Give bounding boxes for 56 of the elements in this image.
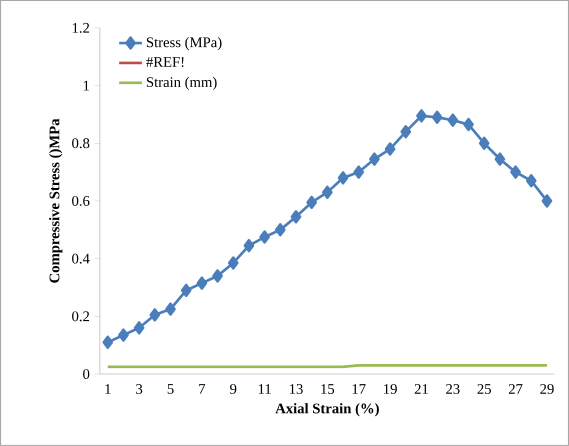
x-tick-label: 15 [321, 384, 334, 394]
point [526, 174, 537, 188]
x-tick-label: 1 [105, 384, 111, 394]
point [369, 152, 380, 166]
point [353, 165, 364, 179]
legend-label: Strain (mm) [146, 76, 217, 90]
point [196, 276, 208, 290]
x-tick-label: 21 [414, 384, 428, 394]
point [338, 171, 348, 185]
point [165, 302, 176, 316]
x-tick-label: 5 [168, 384, 174, 394]
point [212, 269, 223, 283]
point [384, 142, 396, 156]
point [306, 196, 317, 210]
point [416, 109, 427, 123]
point [149, 308, 160, 322]
point [510, 165, 521, 179]
y-tick-label: 1.2 [72, 22, 90, 33]
point [400, 125, 412, 138]
y-axis-title: Compressive Stress ()MPa [49, 118, 62, 283]
point [244, 239, 254, 252]
point [180, 284, 192, 298]
x-tick-label: 27 [508, 384, 522, 394]
y-tick-label: 0.2 [72, 311, 90, 322]
x-tick-label: 25 [478, 384, 491, 394]
point [494, 152, 506, 166]
y-tick-label: 0.4 [72, 254, 90, 264]
point [432, 110, 442, 124]
point [322, 186, 333, 199]
y-tick-label: 1 [84, 80, 89, 90]
x-tick-label: 29 [540, 384, 554, 394]
x-tick-label: 19 [384, 384, 397, 394]
x-tick-label: 17 [352, 384, 366, 394]
point [290, 210, 302, 224]
x-tick-label: 11 [258, 384, 271, 394]
point [463, 118, 474, 132]
point [228, 256, 239, 270]
x-axis-title: Axial Strain (%) [275, 403, 379, 416]
point [542, 194, 552, 208]
point [259, 230, 270, 244]
legend-label: Stress (MPa) [146, 36, 222, 50]
y-tick-label: 0.6 [72, 196, 90, 206]
y-tick-label: 0 [83, 369, 90, 380]
legend-label: #REF! [146, 57, 184, 67]
point [118, 328, 129, 342]
x-tick-label: 13 [290, 384, 303, 394]
point [134, 321, 144, 335]
point [102, 336, 114, 349]
x-tick-label: 7 [199, 384, 206, 394]
y-tick-label: 0.8 [72, 138, 90, 148]
point [274, 223, 286, 236]
point [447, 114, 458, 127]
x-tick-label: 3 [136, 384, 142, 394]
point [478, 136, 490, 150]
x-tick-label: 9 [230, 384, 236, 394]
x-tick-label: 23 [446, 384, 460, 394]
